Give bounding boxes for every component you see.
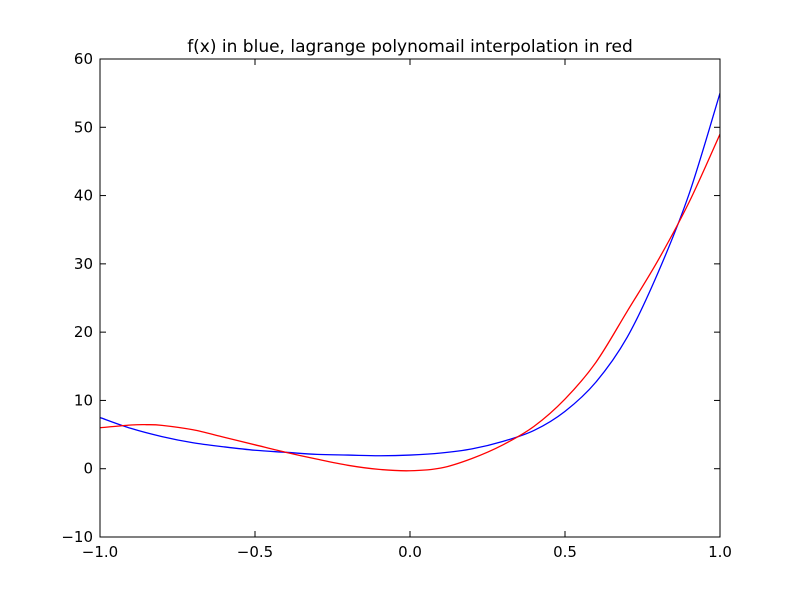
- y-tick-label: 20: [74, 323, 93, 341]
- y-tick-label: 50: [74, 118, 93, 136]
- plot-frame: [99, 58, 721, 538]
- tick-layer: −1.0 −0.5 0.0 0.5 1.0 −10 0 10 20 30 40 50 60: [61, 50, 732, 561]
- x-tick-label: −0.5: [237, 543, 273, 561]
- y-tick-label: 0: [83, 460, 93, 478]
- y-tick-label: 40: [74, 187, 93, 205]
- y-tick-label: 30: [74, 255, 93, 273]
- series-layer: [100, 92, 720, 472]
- series-line-2: [100, 133, 720, 472]
- x-tick-label: −1.0: [82, 543, 118, 561]
- x-tick-label: 0.0: [398, 543, 422, 561]
- chart-title: f(x) in blue, lagrange polynomail interp…: [187, 37, 633, 57]
- y-tick-label: 10: [74, 391, 93, 409]
- x-tick-label: 0.5: [553, 543, 577, 561]
- x-tick-label: 1.0: [708, 543, 732, 561]
- y-tick-label: 60: [74, 50, 93, 68]
- y-tick-label: −10: [61, 528, 93, 546]
- series-line-1: [100, 92, 720, 457]
